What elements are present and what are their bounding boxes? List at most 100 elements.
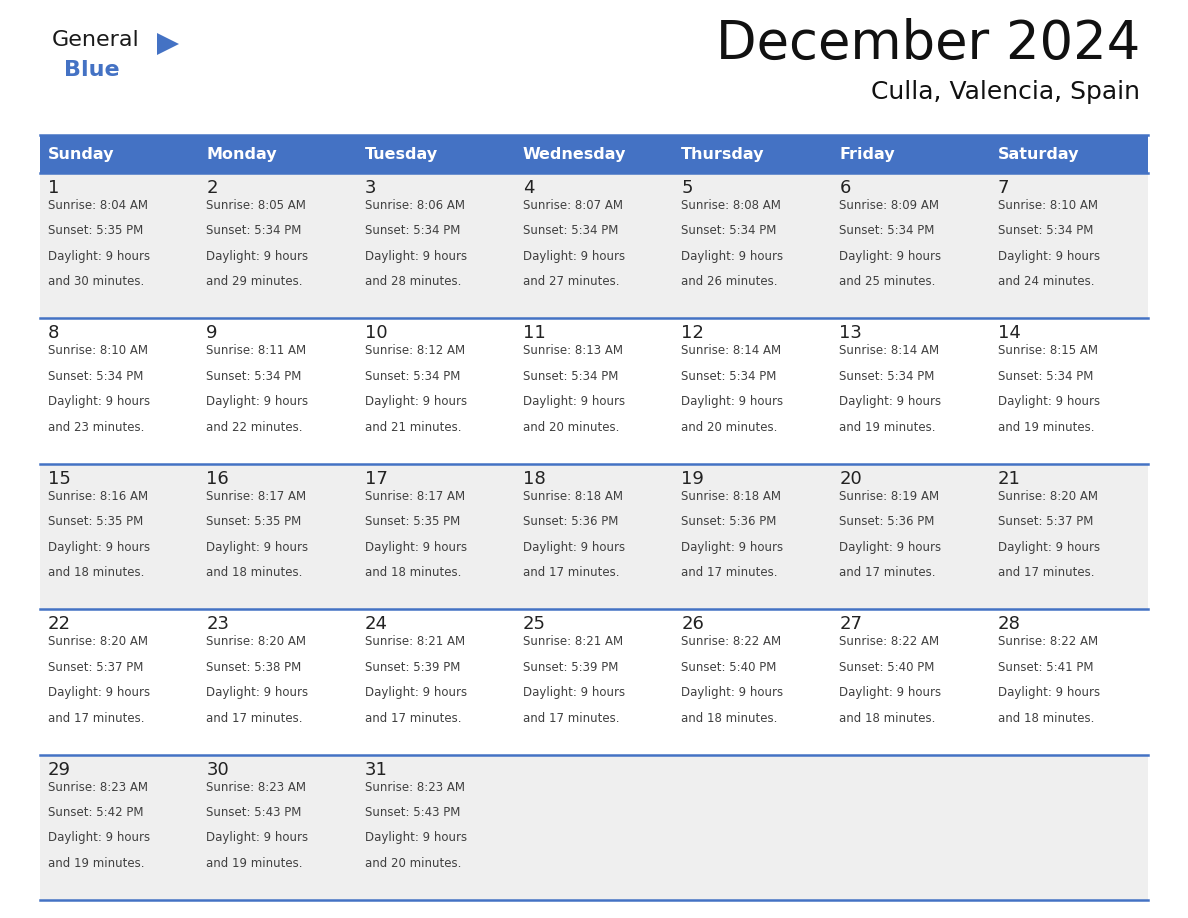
Text: 14: 14 <box>998 324 1020 342</box>
Text: 6: 6 <box>840 179 851 197</box>
Bar <box>40 173 1148 319</box>
Text: and 21 minutes.: and 21 minutes. <box>365 420 461 433</box>
Text: Sunrise: 8:19 AM: Sunrise: 8:19 AM <box>840 490 940 503</box>
Text: Daylight: 9 hours: Daylight: 9 hours <box>207 250 309 263</box>
Text: 10: 10 <box>365 324 387 342</box>
Text: 28: 28 <box>998 615 1020 633</box>
Text: Sunset: 5:34 PM: Sunset: 5:34 PM <box>523 224 618 238</box>
Bar <box>40 610 1148 755</box>
Text: and 24 minutes.: and 24 minutes. <box>998 275 1094 288</box>
Text: 30: 30 <box>207 761 229 778</box>
Text: and 18 minutes.: and 18 minutes. <box>840 711 936 724</box>
Text: 24: 24 <box>365 615 387 633</box>
Bar <box>40 755 1148 900</box>
Text: 3: 3 <box>365 179 377 197</box>
Text: Daylight: 9 hours: Daylight: 9 hours <box>681 396 783 409</box>
Text: 22: 22 <box>48 615 71 633</box>
Bar <box>40 319 1148 464</box>
Text: Sunrise: 8:21 AM: Sunrise: 8:21 AM <box>523 635 623 648</box>
Text: and 27 minutes.: and 27 minutes. <box>523 275 619 288</box>
Text: and 17 minutes.: and 17 minutes. <box>48 711 145 724</box>
Text: Sunset: 5:39 PM: Sunset: 5:39 PM <box>523 661 618 674</box>
Text: and 20 minutes.: and 20 minutes. <box>365 856 461 870</box>
Bar <box>40 135 1148 173</box>
Text: 29: 29 <box>48 761 71 778</box>
Text: and 26 minutes.: and 26 minutes. <box>681 275 778 288</box>
Text: Sunset: 5:36 PM: Sunset: 5:36 PM <box>681 515 777 528</box>
Text: Daylight: 9 hours: Daylight: 9 hours <box>998 250 1100 263</box>
Text: Sunset: 5:37 PM: Sunset: 5:37 PM <box>998 515 1093 528</box>
Text: 2: 2 <box>207 179 217 197</box>
Text: Sunset: 5:34 PM: Sunset: 5:34 PM <box>48 370 144 383</box>
Text: Sunset: 5:41 PM: Sunset: 5:41 PM <box>998 661 1093 674</box>
Text: Sunday: Sunday <box>48 147 114 162</box>
Text: Sunrise: 8:14 AM: Sunrise: 8:14 AM <box>840 344 940 357</box>
Text: Daylight: 9 hours: Daylight: 9 hours <box>681 541 783 554</box>
Text: Daylight: 9 hours: Daylight: 9 hours <box>523 541 625 554</box>
Text: Sunrise: 8:22 AM: Sunrise: 8:22 AM <box>681 635 782 648</box>
Text: Sunset: 5:35 PM: Sunset: 5:35 PM <box>48 515 144 528</box>
Text: Blue: Blue <box>64 60 120 80</box>
Text: and 30 minutes.: and 30 minutes. <box>48 275 144 288</box>
Text: Wednesday: Wednesday <box>523 147 626 162</box>
Text: Sunset: 5:38 PM: Sunset: 5:38 PM <box>207 661 302 674</box>
Text: Daylight: 9 hours: Daylight: 9 hours <box>365 250 467 263</box>
Text: Sunset: 5:34 PM: Sunset: 5:34 PM <box>207 370 302 383</box>
Text: 18: 18 <box>523 470 545 487</box>
Text: Sunrise: 8:06 AM: Sunrise: 8:06 AM <box>365 199 465 212</box>
Text: Sunset: 5:34 PM: Sunset: 5:34 PM <box>365 224 460 238</box>
Text: and 19 minutes.: and 19 minutes. <box>840 420 936 433</box>
Text: Sunrise: 8:10 AM: Sunrise: 8:10 AM <box>48 344 148 357</box>
Text: 20: 20 <box>840 470 862 487</box>
Text: Sunrise: 8:23 AM: Sunrise: 8:23 AM <box>48 780 148 793</box>
Text: and 19 minutes.: and 19 minutes. <box>998 420 1094 433</box>
Text: and 17 minutes.: and 17 minutes. <box>207 711 303 724</box>
Text: Culla, Valencia, Spain: Culla, Valencia, Spain <box>871 80 1140 104</box>
Text: Sunset: 5:34 PM: Sunset: 5:34 PM <box>840 370 935 383</box>
Text: and 17 minutes.: and 17 minutes. <box>523 711 619 724</box>
Text: Sunrise: 8:05 AM: Sunrise: 8:05 AM <box>207 199 307 212</box>
Text: 17: 17 <box>365 470 387 487</box>
Text: Sunset: 5:37 PM: Sunset: 5:37 PM <box>48 661 144 674</box>
Polygon shape <box>157 33 179 55</box>
Text: Sunset: 5:43 PM: Sunset: 5:43 PM <box>207 806 302 819</box>
Text: Daylight: 9 hours: Daylight: 9 hours <box>207 541 309 554</box>
Text: Daylight: 9 hours: Daylight: 9 hours <box>48 686 150 700</box>
Text: 31: 31 <box>365 761 387 778</box>
Text: Sunrise: 8:21 AM: Sunrise: 8:21 AM <box>365 635 465 648</box>
Text: Daylight: 9 hours: Daylight: 9 hours <box>998 686 1100 700</box>
Text: Daylight: 9 hours: Daylight: 9 hours <box>523 396 625 409</box>
Text: Tuesday: Tuesday <box>365 147 437 162</box>
Text: Daylight: 9 hours: Daylight: 9 hours <box>48 832 150 845</box>
Text: 19: 19 <box>681 470 704 487</box>
Text: Sunrise: 8:14 AM: Sunrise: 8:14 AM <box>681 344 782 357</box>
Text: Daylight: 9 hours: Daylight: 9 hours <box>523 686 625 700</box>
Text: Sunset: 5:40 PM: Sunset: 5:40 PM <box>681 661 777 674</box>
Text: and 20 minutes.: and 20 minutes. <box>681 420 777 433</box>
Text: Daylight: 9 hours: Daylight: 9 hours <box>681 250 783 263</box>
Text: and 25 minutes.: and 25 minutes. <box>840 275 936 288</box>
Text: and 18 minutes.: and 18 minutes. <box>681 711 777 724</box>
Text: Daylight: 9 hours: Daylight: 9 hours <box>48 396 150 409</box>
Text: Daylight: 9 hours: Daylight: 9 hours <box>523 250 625 263</box>
Text: Sunset: 5:35 PM: Sunset: 5:35 PM <box>48 224 144 238</box>
Text: and 22 minutes.: and 22 minutes. <box>207 420 303 433</box>
Text: 26: 26 <box>681 615 704 633</box>
Text: 27: 27 <box>840 615 862 633</box>
Text: and 17 minutes.: and 17 minutes. <box>840 566 936 579</box>
Text: and 19 minutes.: and 19 minutes. <box>207 856 303 870</box>
Text: and 18 minutes.: and 18 minutes. <box>365 566 461 579</box>
Text: Daylight: 9 hours: Daylight: 9 hours <box>365 686 467 700</box>
Text: 12: 12 <box>681 324 704 342</box>
Text: Sunrise: 8:09 AM: Sunrise: 8:09 AM <box>840 199 940 212</box>
Text: 21: 21 <box>998 470 1020 487</box>
Text: and 19 minutes.: and 19 minutes. <box>48 856 145 870</box>
Text: Sunrise: 8:20 AM: Sunrise: 8:20 AM <box>207 635 307 648</box>
Text: 8: 8 <box>48 324 59 342</box>
Text: Sunrise: 8:12 AM: Sunrise: 8:12 AM <box>365 344 465 357</box>
Text: Sunset: 5:34 PM: Sunset: 5:34 PM <box>681 224 777 238</box>
Text: 16: 16 <box>207 470 229 487</box>
Text: 23: 23 <box>207 615 229 633</box>
Text: 13: 13 <box>840 324 862 342</box>
Text: Sunset: 5:36 PM: Sunset: 5:36 PM <box>523 515 618 528</box>
